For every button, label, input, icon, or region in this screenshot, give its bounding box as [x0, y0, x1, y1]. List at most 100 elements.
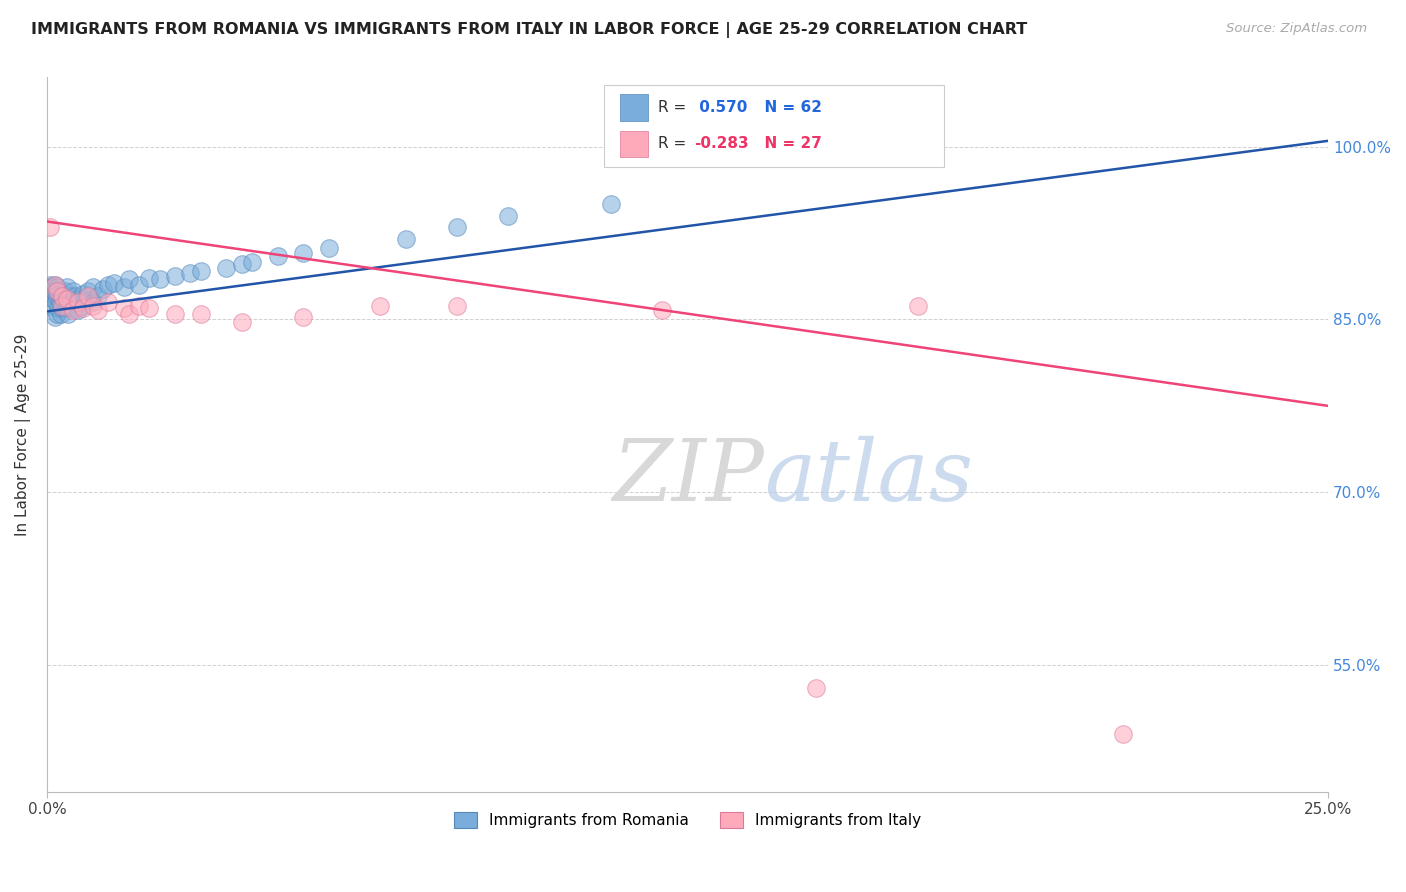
- Text: Source: ZipAtlas.com: Source: ZipAtlas.com: [1226, 22, 1367, 36]
- Point: [46, 301, 69, 315]
- Point: [72, 299, 94, 313]
- Point: [44, 310, 66, 325]
- Point: [231, 257, 253, 271]
- Point: [51, 289, 73, 303]
- Point: [46, 284, 69, 298]
- Point: [75, 292, 97, 306]
- Point: [190, 264, 212, 278]
- Text: atlas: atlas: [765, 436, 973, 519]
- Point: [62, 303, 84, 318]
- Point: [66, 303, 89, 318]
- Point: [128, 299, 150, 313]
- Point: [46, 280, 69, 294]
- Point: [97, 277, 120, 292]
- Point: [93, 283, 115, 297]
- Point: [51, 289, 73, 303]
- Point: [41, 287, 63, 301]
- Text: R =: R =: [658, 136, 692, 152]
- Point: [138, 271, 160, 285]
- Point: [44, 277, 66, 292]
- Point: [56, 280, 79, 294]
- Point: [52, 292, 75, 306]
- Point: [44, 277, 66, 292]
- Point: [231, 315, 253, 329]
- Point: [39, 220, 62, 235]
- Text: 0.570: 0.570: [695, 100, 748, 115]
- Point: [165, 268, 187, 283]
- Point: [87, 303, 110, 318]
- Point: [754, 151, 776, 165]
- Point: [128, 277, 150, 292]
- Point: [62, 284, 84, 298]
- Text: N = 62: N = 62: [754, 100, 823, 115]
- Point: [1112, 727, 1135, 741]
- Point: [118, 307, 141, 321]
- Point: [149, 272, 172, 286]
- Point: [42, 284, 65, 298]
- Point: [292, 310, 315, 325]
- Point: [62, 301, 84, 315]
- Point: [51, 301, 73, 315]
- Point: [77, 289, 100, 303]
- Point: [190, 307, 212, 321]
- Point: [56, 292, 79, 306]
- Point: [51, 299, 73, 313]
- Point: [39, 280, 62, 294]
- Point: [72, 301, 94, 315]
- Point: [496, 209, 519, 223]
- FancyBboxPatch shape: [620, 95, 648, 120]
- Point: [240, 255, 263, 269]
- Point: [97, 295, 120, 310]
- Point: [103, 276, 125, 290]
- Point: [53, 284, 76, 298]
- Point: [446, 299, 468, 313]
- Point: [804, 681, 827, 696]
- Point: [66, 295, 89, 310]
- Point: [46, 289, 69, 303]
- Point: [112, 280, 135, 294]
- Point: [82, 299, 104, 313]
- Point: [215, 260, 238, 275]
- Point: [87, 289, 110, 303]
- FancyBboxPatch shape: [620, 130, 648, 157]
- Point: [66, 292, 89, 306]
- Point: [651, 303, 673, 318]
- Point: [55, 301, 77, 315]
- Point: [59, 289, 82, 303]
- Point: [45, 295, 67, 310]
- Point: [368, 299, 391, 313]
- Point: [39, 289, 62, 303]
- Point: [318, 241, 340, 255]
- Point: [46, 307, 69, 321]
- Point: [56, 295, 79, 310]
- Point: [395, 232, 418, 246]
- Point: [42, 292, 65, 306]
- Point: [292, 245, 315, 260]
- Point: [179, 266, 201, 280]
- Point: [39, 277, 62, 292]
- Point: [38, 284, 60, 298]
- Legend: Immigrants from Romania, Immigrants from Italy: Immigrants from Romania, Immigrants from…: [449, 806, 927, 834]
- Point: [49, 307, 72, 321]
- Text: -0.283: -0.283: [695, 136, 748, 152]
- Point: [63, 289, 86, 303]
- Point: [446, 220, 468, 235]
- Point: [77, 284, 100, 298]
- Point: [82, 295, 104, 310]
- Text: N = 27: N = 27: [754, 136, 823, 152]
- Point: [112, 301, 135, 315]
- Y-axis label: In Labor Force | Age 25-29: In Labor Force | Age 25-29: [15, 334, 31, 536]
- Point: [856, 142, 879, 156]
- Point: [72, 287, 94, 301]
- Point: [41, 299, 63, 313]
- Point: [118, 272, 141, 286]
- Point: [58, 307, 80, 321]
- Point: [165, 307, 187, 321]
- Point: [82, 280, 104, 294]
- Point: [48, 287, 70, 301]
- FancyBboxPatch shape: [605, 85, 943, 167]
- Point: [49, 295, 72, 310]
- Point: [599, 197, 621, 211]
- Point: [266, 249, 288, 263]
- Text: R =: R =: [658, 100, 692, 115]
